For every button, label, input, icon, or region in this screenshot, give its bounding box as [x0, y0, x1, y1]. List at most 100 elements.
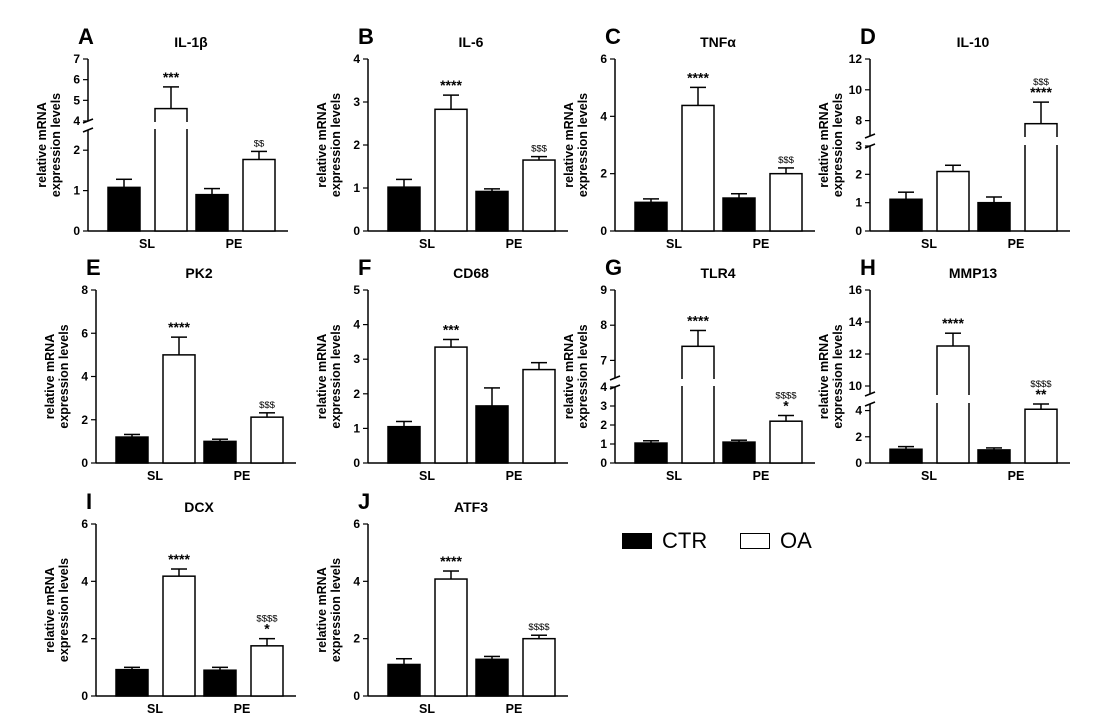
legend-item-ctr: CTR [622, 528, 707, 554]
significance-label-dollar: $$$ [778, 155, 795, 166]
bar [162, 354, 196, 464]
bar [936, 345, 970, 464]
panel-letter: J [358, 489, 370, 514]
significance-label-dollar: $$ [254, 138, 265, 149]
y-tick-label: 3 [353, 352, 360, 366]
bar [475, 190, 509, 232]
y-tick-label: 4 [81, 574, 88, 588]
y-tick-label: 0 [600, 224, 607, 238]
y-tick-label: 4 [353, 318, 360, 332]
panel-g: G TLR4 relative mRNAexpression levels 0 1 2 3 4… [562, 255, 815, 483]
bar [162, 575, 196, 697]
panel-letter: E [86, 255, 101, 280]
y-tick-label: 4 [353, 52, 360, 66]
x-tick-label: SL [666, 469, 682, 483]
bar-break [935, 395, 971, 403]
bar [434, 578, 468, 697]
panel-title: PK2 [185, 265, 212, 281]
significance-label-star: **** [687, 312, 709, 328]
significance-label-star: **** [687, 69, 709, 85]
bar [722, 197, 756, 232]
panel-h: H MMP13 relative mRNAexpression levels 0 2 4 1… [817, 255, 1070, 483]
y-tick-label: 10 [849, 379, 863, 393]
legend-label-ctr: CTR [662, 528, 708, 553]
bar [250, 645, 284, 697]
y-axis-label: relative mRNAexpression levels [562, 93, 590, 197]
bar [475, 658, 509, 697]
legend-swatch-oa [740, 533, 770, 549]
significance-label-star: **** [1030, 84, 1052, 100]
bar [722, 441, 756, 464]
bar [107, 186, 141, 232]
legend-swatch-ctr [622, 533, 652, 549]
y-axis-label: relative mRNAexpression levels [817, 93, 845, 197]
y-tick-label: 1 [855, 196, 862, 210]
x-tick-label: SL [419, 469, 435, 483]
axis-break-mark [864, 133, 876, 139]
x-tick-label: SL [147, 469, 163, 483]
y-tick-label: 6 [600, 52, 607, 66]
y-axis-label: relative mRNAexpression levels [315, 558, 343, 662]
panel-a: A IL-1β relative mRNAexpression levels 0 1 2 4… [35, 24, 288, 251]
bar [522, 637, 556, 697]
bar [936, 170, 970, 232]
legend-label-oa: OA [780, 528, 812, 553]
y-tick-label: 4 [600, 109, 607, 123]
bar-break [680, 379, 716, 386]
y-tick-label: 14 [849, 315, 863, 329]
y-tick-label: 9 [600, 283, 607, 297]
x-tick-label: PE [234, 702, 251, 716]
panel-e: E PK2 relative mRNAexpression levels 0 2 4 6 8 S… [43, 255, 296, 483]
y-tick-label: 2 [600, 167, 607, 181]
y-tick-label: 2 [855, 167, 862, 181]
bar [1024, 408, 1058, 464]
bar [203, 440, 237, 464]
significance-label-dollar: $$$$ [775, 391, 797, 402]
axis-break-mark [864, 391, 876, 397]
y-tick-label: 6 [81, 326, 88, 340]
x-tick-label: PE [753, 237, 770, 251]
y-tick-label: 5 [353, 283, 360, 297]
y-axis-label: relative mRNAexpression levels [562, 324, 590, 428]
significance-label-star: **** [942, 315, 964, 331]
y-tick-label: 0 [73, 224, 80, 238]
panel-c: C TNFα relative mRNAexpression levels 0 2 4 6 S… [562, 24, 815, 251]
y-tick-label: 7 [600, 353, 607, 367]
y-tick-label: 5 [73, 93, 80, 107]
x-tick-label: SL [921, 237, 937, 251]
panel-i: I DCX relative mRNAexpression levels 0 2 4 6 SL… [43, 489, 296, 716]
significance-label-star: * [783, 398, 789, 414]
panel-title: TLR4 [701, 265, 736, 281]
significance-label-star: **** [168, 319, 190, 335]
significance-label-star: *** [443, 321, 460, 337]
panel-title: IL-1β [174, 34, 208, 50]
y-tick-label: 4 [81, 370, 88, 384]
panel-letter: A [78, 24, 94, 49]
panel-letter: G [605, 255, 622, 280]
panel-title: IL-6 [459, 34, 484, 50]
y-tick-label: 0 [81, 689, 88, 703]
y-tick-label: 3 [353, 95, 360, 109]
x-tick-label: SL [147, 702, 163, 716]
bar [475, 405, 509, 464]
bar-break [153, 122, 189, 129]
bar [769, 420, 803, 464]
bar [769, 172, 803, 232]
bar [434, 108, 468, 232]
y-tick-label: 4 [353, 574, 360, 588]
x-tick-label: PE [1008, 237, 1025, 251]
y-axis-label: relative mRNAexpression levels [315, 324, 343, 428]
axis-break-mark [609, 375, 621, 381]
bar [634, 442, 668, 464]
y-tick-label: 2 [855, 430, 862, 444]
bar [889, 198, 923, 232]
bar [889, 448, 923, 464]
significance-label-dollar: $$$$ [528, 622, 550, 633]
bar [203, 669, 237, 697]
panel-title: IL-10 [957, 34, 990, 50]
y-tick-label: 2 [81, 632, 88, 646]
y-tick-label: 2 [353, 138, 360, 152]
y-tick-label: 1 [353, 421, 360, 435]
